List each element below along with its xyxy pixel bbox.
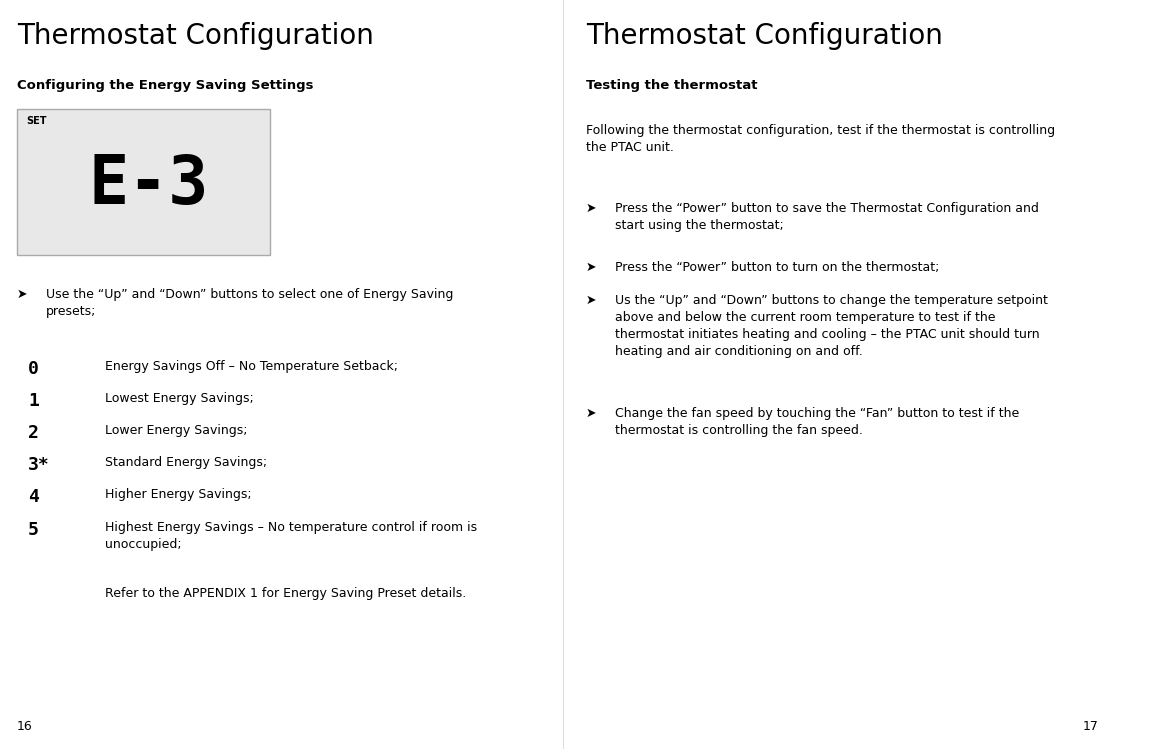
Text: 4: 4 [28,488,40,506]
Text: Lower Energy Savings;: Lower Energy Savings; [105,424,248,437]
Text: Use the “Up” and “Down” buttons to select one of Energy Saving
presets;: Use the “Up” and “Down” buttons to selec… [47,288,454,318]
Text: 1: 1 [28,392,40,410]
Text: 0: 0 [28,360,40,377]
FancyBboxPatch shape [17,109,270,255]
Text: ➤: ➤ [586,407,597,419]
Text: ➤: ➤ [17,288,28,301]
Text: Change the fan speed by touching the “Fan” button to test if the
thermostat is c: Change the fan speed by touching the “Fa… [615,407,1019,437]
Text: Thermostat Configuration: Thermostat Configuration [17,22,373,50]
Text: 2: 2 [28,424,40,442]
Text: Standard Energy Savings;: Standard Energy Savings; [105,456,266,469]
Text: ➤: ➤ [586,261,597,274]
Text: SET: SET [26,116,47,126]
Text: Press the “Power” button to save the Thermostat Configuration and
start using th: Press the “Power” button to save the The… [615,202,1039,232]
Text: ➤: ➤ [586,202,597,215]
Text: Higher Energy Savings;: Higher Energy Savings; [105,488,251,501]
Text: E-3: E-3 [88,151,209,217]
Text: Highest Energy Savings – No temperature control if room is
unoccupied;: Highest Energy Savings – No temperature … [105,521,477,551]
Text: Lowest Energy Savings;: Lowest Energy Savings; [105,392,254,404]
Text: Thermostat Configuration: Thermostat Configuration [586,22,943,50]
Text: Testing the thermostat: Testing the thermostat [586,79,757,91]
Text: Press the “Power” button to turn on the thermostat;: Press the “Power” button to turn on the … [615,261,940,274]
Text: Following the thermostat configuration, test if the thermostat is controlling
th: Following the thermostat configuration, … [586,124,1055,154]
Text: 17: 17 [1083,720,1098,733]
Text: Configuring the Energy Saving Settings: Configuring the Energy Saving Settings [17,79,313,91]
Text: 16: 16 [17,720,33,733]
Text: Refer to the APPENDIX 1 for Energy Saving Preset details.: Refer to the APPENDIX 1 for Energy Savin… [105,587,466,600]
Text: Energy Savings Off – No Temperature Setback;: Energy Savings Off – No Temperature Setb… [105,360,398,372]
Text: ➤: ➤ [586,294,597,306]
Text: 3*: 3* [28,456,50,474]
Text: Us the “Up” and “Down” buttons to change the temperature setpoint
above and belo: Us the “Up” and “Down” buttons to change… [615,294,1048,357]
Text: 5: 5 [28,521,40,539]
